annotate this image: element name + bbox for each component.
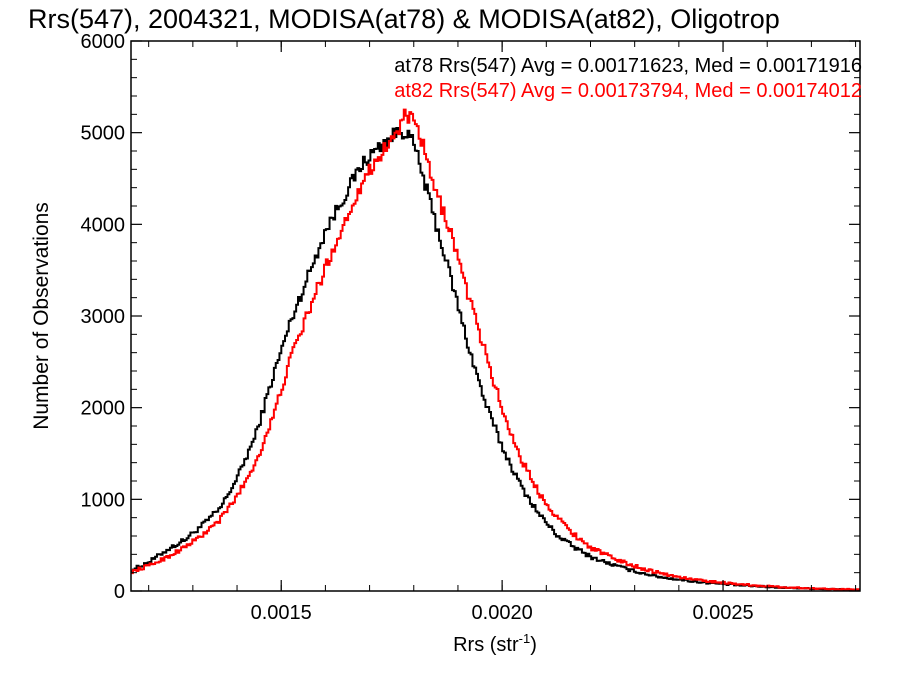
y-tick-label: 0 xyxy=(114,581,125,603)
annotation-at78: at78 Rrs(547) Avg = 0.00171623, Med = 0.… xyxy=(394,55,862,77)
series-layer xyxy=(131,108,860,591)
y-tick-label: 5000 xyxy=(81,123,126,145)
y-axis-label: Number of Observations xyxy=(30,202,53,430)
x-tick-label: 0.0025 xyxy=(692,602,753,624)
x-axis-label: Rrs (str-1) xyxy=(453,631,537,656)
y-tick-label: 2000 xyxy=(81,398,126,420)
x-axis-label-close: ) xyxy=(530,634,537,656)
y-tick-label: 6000 xyxy=(81,31,126,53)
annotation-at82: at82 Rrs(547) Avg = 0.00173794, Med = 0.… xyxy=(394,80,862,102)
x-tick-label: 0.0015 xyxy=(251,602,312,624)
y-tick-label: 3000 xyxy=(81,306,126,328)
plot-frame xyxy=(130,40,861,592)
y-tick-label: 1000 xyxy=(81,489,126,511)
x-tick-label: 0.0020 xyxy=(472,602,533,624)
axis-layer: 0.0015 0.0020 0.0025 0 1000 2000 3000 4000 5000 6… xyxy=(81,31,860,624)
y-tick-label: 4000 xyxy=(81,214,126,236)
series-line-at78 xyxy=(131,127,860,591)
series-line-at82 xyxy=(131,108,860,591)
x-axis-label-superscript: -1 xyxy=(519,631,531,646)
chart-title: Rrs(547), 2004321, MODISA(at78) & MODISA… xyxy=(28,4,780,34)
